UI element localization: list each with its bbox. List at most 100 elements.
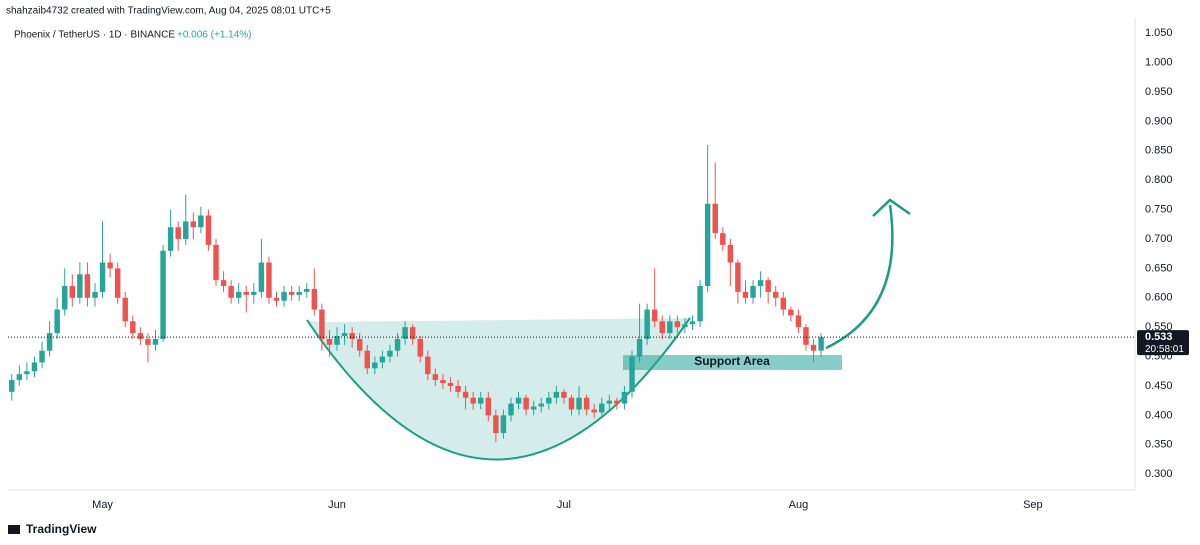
x-tick-label: May (92, 499, 113, 511)
candle-body (810, 344, 817, 351)
candle-body (735, 262, 741, 292)
candle-body (614, 400, 620, 404)
candle-body (667, 321, 673, 334)
candle-body (334, 335, 340, 345)
support-label: Support Area (694, 354, 770, 368)
candle-body (727, 244, 734, 263)
y-tick-label: 0.550 (1145, 321, 1173, 333)
candle-body (99, 262, 106, 292)
candle-body (432, 374, 439, 381)
candle-body (712, 203, 718, 234)
x-tick-label: Aug (789, 499, 809, 511)
candle-body (599, 403, 605, 413)
y-tick-label: 0.750 (1145, 204, 1173, 216)
candle-body (478, 397, 484, 404)
candle-body (31, 362, 38, 372)
candle-body (651, 309, 658, 322)
candle-body (387, 350, 393, 357)
y-tick-label: 0.400 (1145, 409, 1173, 421)
x-tick-label: Jun (328, 499, 346, 511)
candle-body (39, 350, 45, 363)
candle-body (720, 233, 726, 245)
candle-body (273, 297, 280, 301)
candle-body (114, 268, 121, 298)
candle-body (485, 397, 492, 416)
candle-body (818, 337, 824, 351)
candle-body (583, 397, 590, 410)
candle-body (409, 327, 416, 339)
y-tick-label: 0.950 (1145, 86, 1173, 98)
candle-body (160, 250, 166, 339)
candle-body (493, 415, 499, 433)
candle-body (9, 380, 15, 392)
candle-body (137, 333, 144, 339)
candle-body (167, 227, 174, 251)
candle-body (304, 288, 310, 292)
candle-body (417, 338, 423, 357)
chart-title: Phoenix / TetherUS · 1D · BINANCE (14, 30, 175, 41)
candle-body (780, 297, 787, 310)
candle-body (24, 371, 30, 375)
candle-body (152, 338, 159, 345)
candle-body (659, 321, 665, 334)
arrow-head (872, 198, 911, 217)
candle-body (228, 286, 234, 298)
candle-body (636, 338, 643, 357)
support-box (623, 355, 842, 370)
candle-body (69, 286, 76, 298)
candle-body (765, 280, 771, 292)
candle-body (311, 288, 318, 310)
candle-body (606, 400, 613, 404)
countdown: 20:58:01 (1145, 344, 1184, 355)
y-tick-label: 0.350 (1145, 439, 1173, 451)
candle-body (145, 338, 151, 345)
candle-body (394, 338, 401, 351)
candle-body (266, 262, 272, 298)
candle-body (213, 244, 219, 281)
candle-body (803, 327, 809, 345)
candle-body (379, 356, 386, 363)
y-tick-label: 0.600 (1145, 292, 1173, 304)
candle-body (54, 309, 60, 334)
candle-body (122, 297, 128, 322)
candle-body (198, 215, 204, 228)
candle-body (568, 397, 575, 410)
candle-body (46, 333, 53, 351)
x-tick-label: Sep (1023, 499, 1043, 511)
candle-body (235, 291, 242, 298)
candle-body (372, 362, 378, 369)
candle-body (356, 338, 363, 351)
candle-body (515, 397, 522, 404)
candle-body (62, 286, 68, 310)
candle-body (92, 291, 98, 298)
y-tick-label: 0.300 (1145, 468, 1173, 480)
candle-body (190, 221, 197, 228)
candle-body (84, 274, 91, 298)
candle-body (682, 324, 688, 328)
candle-body (440, 380, 446, 384)
y-tick-label: 1.050 (1145, 27, 1173, 39)
candle-body (281, 291, 287, 301)
candle-body (16, 374, 23, 381)
candle-body (742, 291, 749, 298)
y-tick-label: 0.650 (1145, 262, 1173, 274)
x-tick-label: Jul (557, 499, 571, 511)
cup-fill (307, 318, 690, 460)
candle-body (258, 262, 265, 292)
y-tick-label: 1.000 (1145, 57, 1173, 69)
candle-body (77, 274, 83, 298)
change: +0.006 (+1.14%) (177, 30, 252, 41)
candle-body (530, 406, 537, 410)
candle-body (591, 409, 597, 413)
candle-body (175, 227, 181, 240)
price-tag-value: 0.533 (1145, 331, 1173, 343)
candle-body (750, 286, 756, 298)
cup-curve (306, 317, 691, 461)
candle-body (447, 383, 454, 386)
candle-body (243, 291, 249, 295)
logo-icon (8, 525, 20, 534)
candle-body (455, 385, 461, 392)
candle-body (644, 309, 650, 339)
candle-body (576, 397, 582, 410)
